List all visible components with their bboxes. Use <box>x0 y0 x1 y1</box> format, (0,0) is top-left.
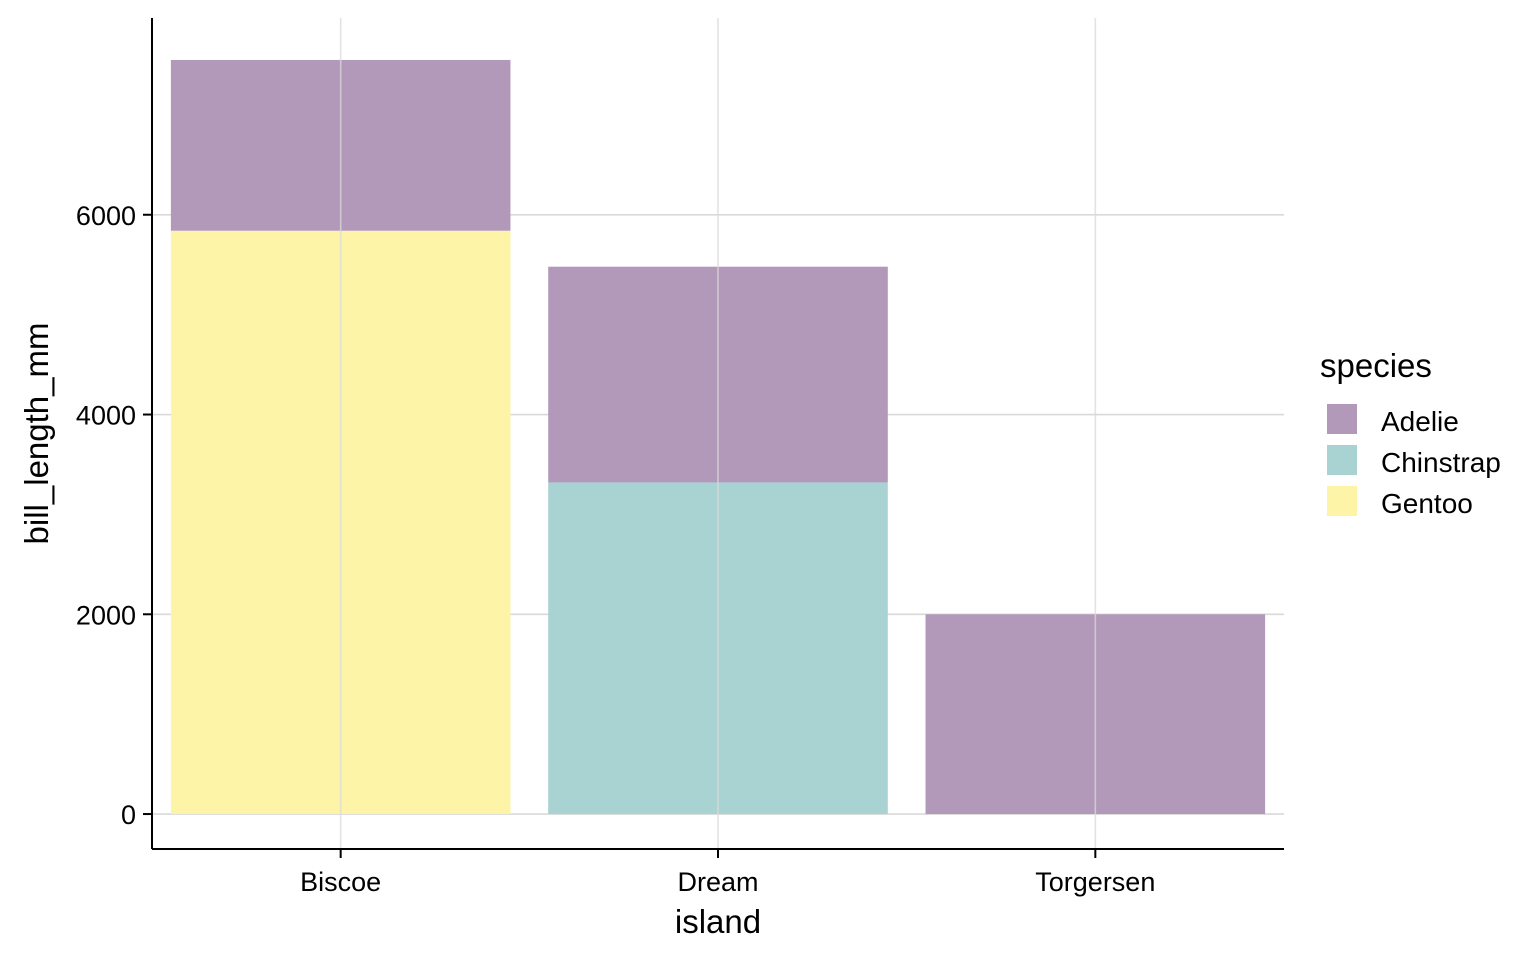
x-tick-label-torgersen: Torgersen <box>1035 867 1155 897</box>
vertical-grid-lines <box>339 18 1097 849</box>
legend: species Adelie Chinstrap Gentoo <box>1320 347 1501 519</box>
legend-swatch-chinstrap <box>1327 445 1357 475</box>
legend-swatch-adelie <box>1327 404 1357 434</box>
legend-label-chinstrap: Chinstrap <box>1381 447 1501 478</box>
legend-label-gentoo: Gentoo <box>1381 488 1473 519</box>
x-axis-ticks: Biscoe Dream Torgersen <box>300 849 1155 897</box>
y-axis-title: bill_length_mm <box>18 323 55 545</box>
legend-label-adelie: Adelie <box>1381 406 1459 437</box>
x-axis-title: island <box>675 903 761 940</box>
legend-swatch-gentoo <box>1327 486 1357 516</box>
y-tick-label-6000: 6000 <box>76 201 136 231</box>
y-tick-label-4000: 4000 <box>76 401 136 431</box>
x-tick-label-dream: Dream <box>677 867 758 897</box>
x-tick-label-biscoe: Biscoe <box>300 867 381 897</box>
legend-title: species <box>1320 347 1432 384</box>
legend-items: Adelie Chinstrap Gentoo <box>1327 404 1501 519</box>
y-tick-label-0: 0 <box>121 800 136 830</box>
y-axis-ticks: 0 2000 4000 6000 <box>76 201 152 830</box>
y-tick-label-2000: 2000 <box>76 600 136 630</box>
